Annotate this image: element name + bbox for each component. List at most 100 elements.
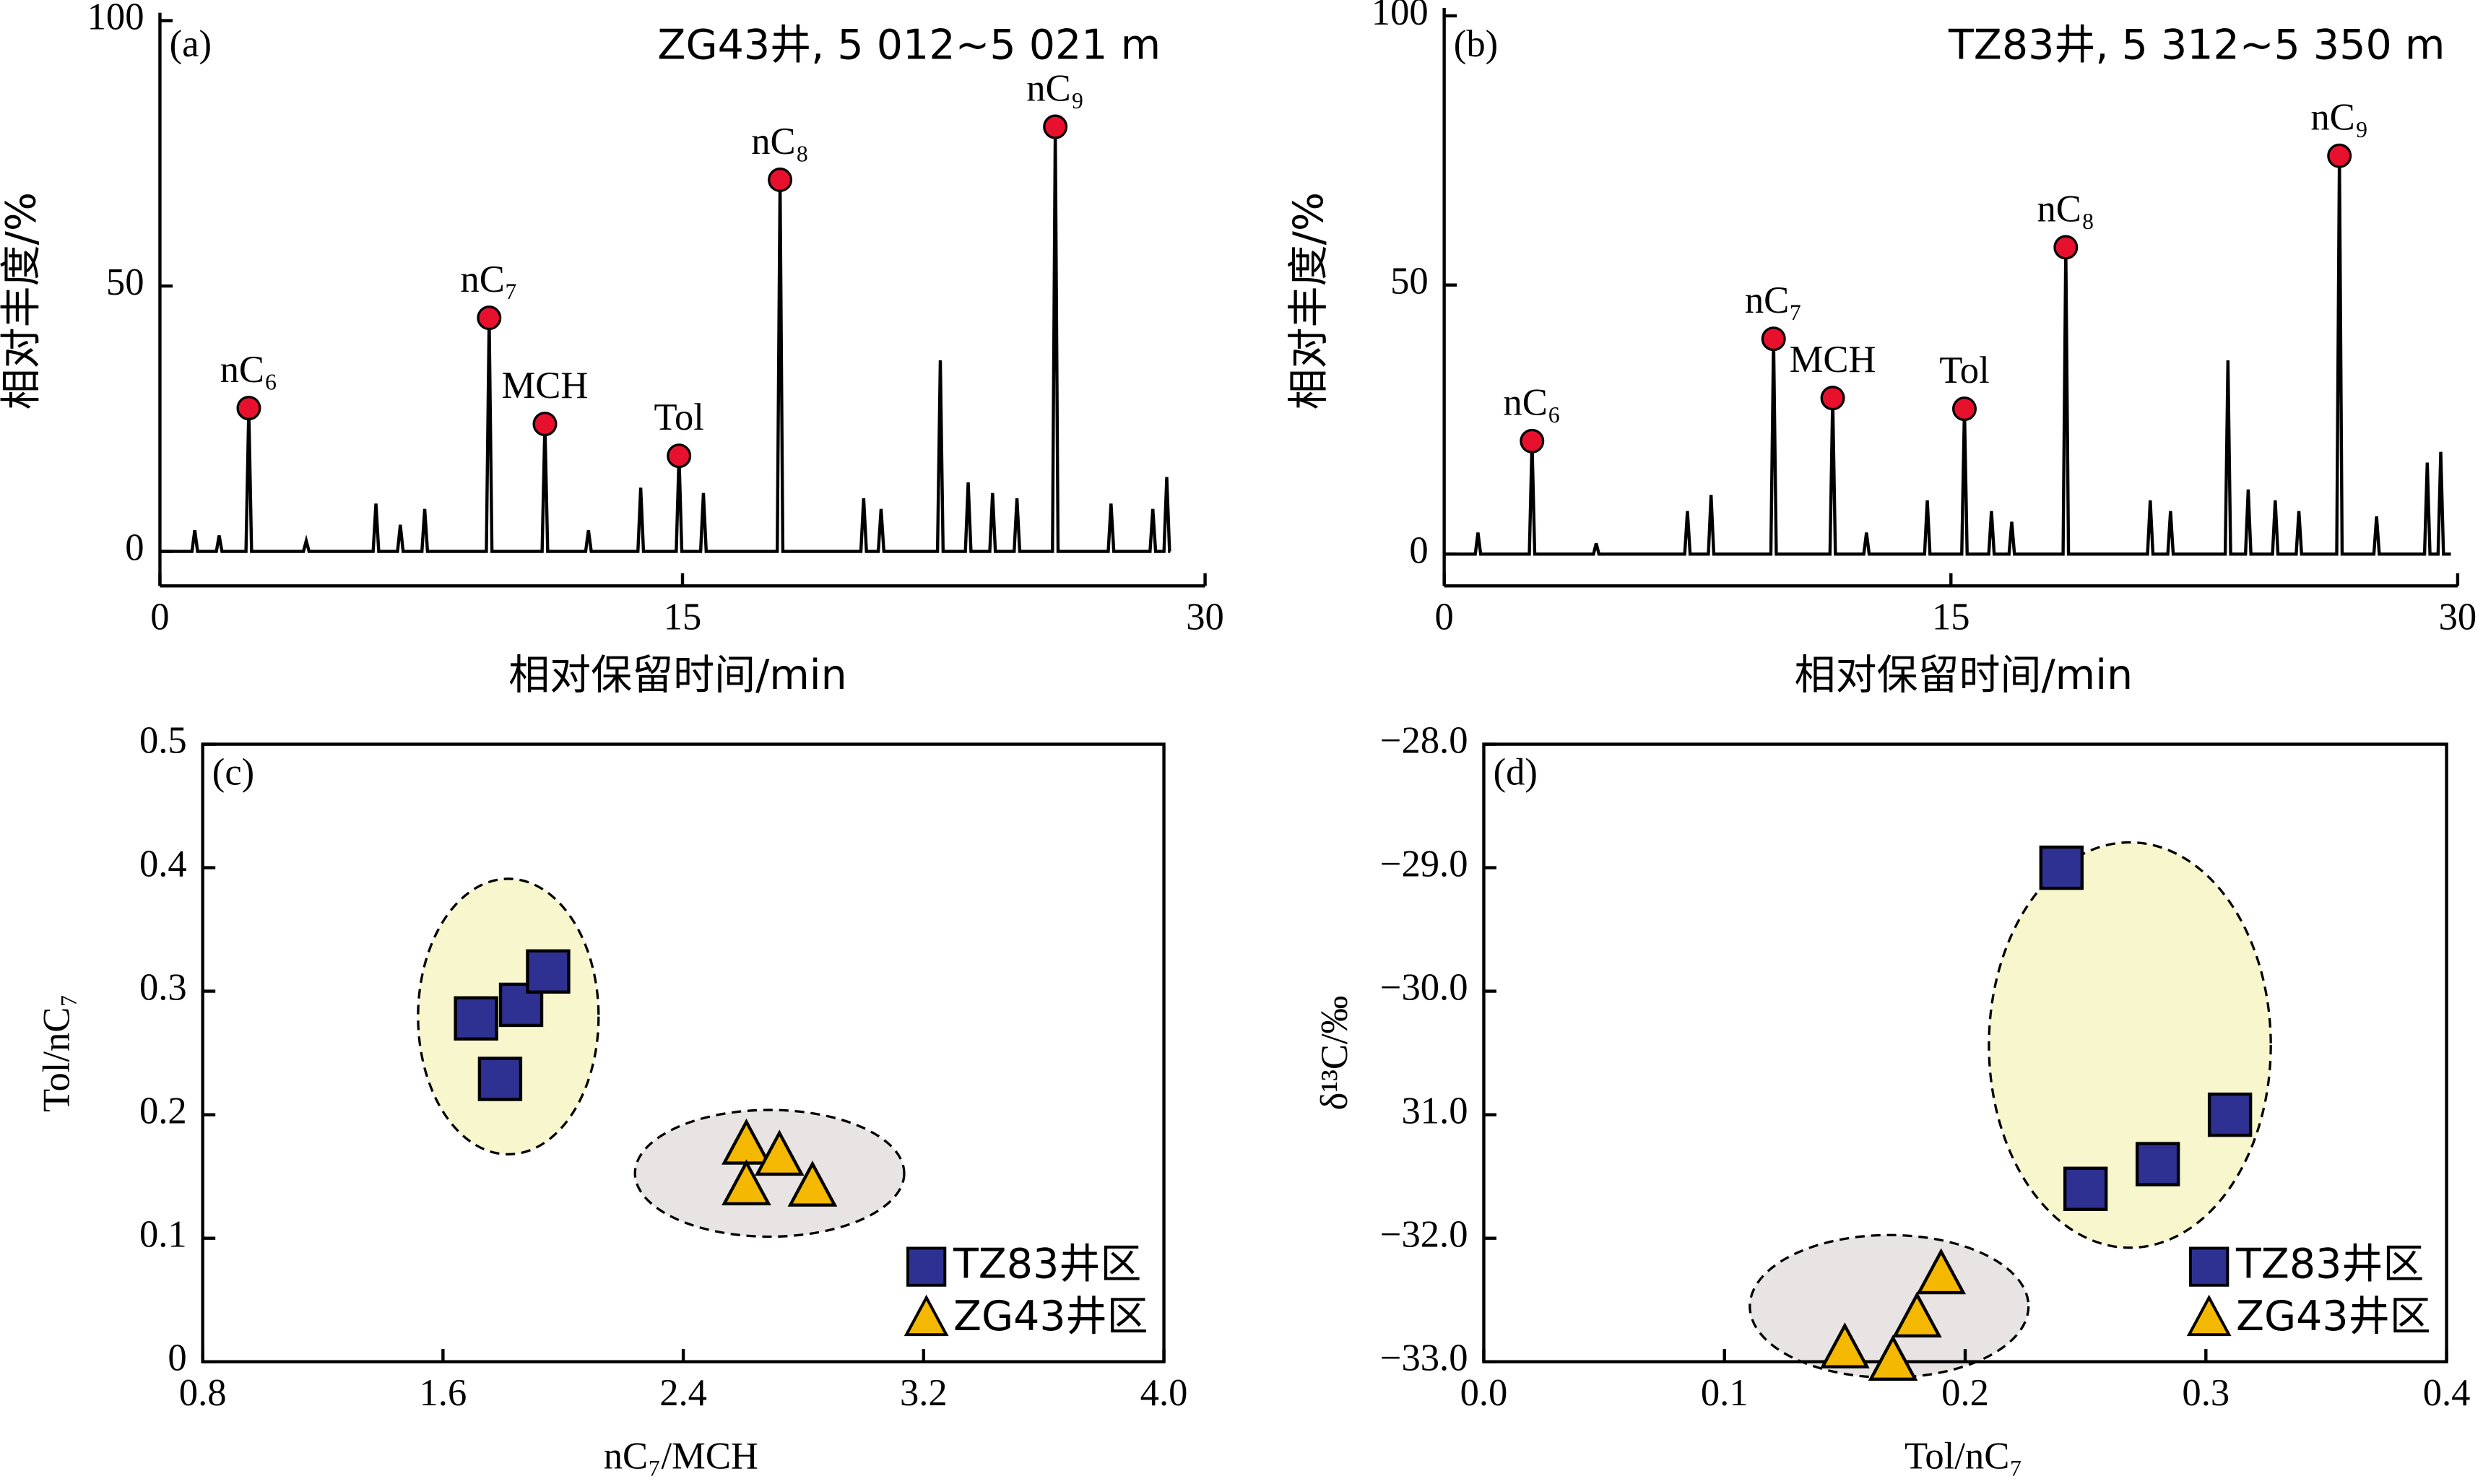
y-tick-label: 0.2: [139, 1090, 187, 1132]
legend-marker: [2189, 1246, 2230, 1287]
panel-label: (a): [170, 23, 212, 65]
y-tick-label: 50: [106, 261, 144, 303]
legend-label: TZ83井区: [2235, 1241, 2424, 1288]
panel-label: (c): [212, 751, 254, 793]
peak-marker: [532, 412, 558, 437]
triangle-marker: [722, 1159, 771, 1206]
chromatogram-trace: [1444, 155, 2451, 556]
x-tick-label: 0: [150, 596, 169, 638]
x-tick-label: 0.8: [179, 1372, 227, 1414]
panel-label: (b): [1454, 23, 1498, 65]
peak-marker: [2053, 235, 2079, 260]
chart-title: ZG43井, 5 012~5 021 m: [657, 21, 1161, 69]
square-marker: [2063, 1166, 2108, 1211]
peak-marker: [1761, 326, 1786, 352]
peak-label: MCH: [502, 365, 589, 407]
legend-label: TZ83井区: [953, 1241, 1141, 1288]
y-tick-label: −30.0: [1380, 967, 1468, 1009]
square-marker: [2207, 1092, 2253, 1137]
y-axis-label: δ¹³C/‰: [1314, 996, 1356, 1111]
y-tick-label: 100: [1372, 0, 1429, 33]
peak-marker: [1820, 386, 1845, 411]
legend-marker: [906, 1246, 947, 1287]
peak-marker: [1952, 396, 1977, 422]
x-tick-label: 30: [2439, 596, 2477, 638]
peak-label: nC₆: [1503, 382, 1561, 424]
y-tick-label: 0.1: [139, 1214, 187, 1256]
chromatogram-trace: [160, 126, 1171, 553]
y-tick-label: −28.0: [1380, 720, 1468, 762]
x-axis-label: Tol/nC₇: [1904, 1436, 2023, 1478]
triangle-marker: [1916, 1248, 1967, 1295]
peak-label: nC₈: [751, 121, 809, 162]
y-tick-label: 0.5: [139, 720, 187, 762]
peak-label: nC₈: [2037, 188, 2094, 230]
square-marker: [2039, 845, 2084, 890]
y-tick-label: 50: [1390, 261, 1429, 303]
peak-label: nC₉: [1026, 67, 1084, 109]
x-tick-label: 0: [1434, 596, 1453, 638]
y-tick-label: −32.0: [1380, 1214, 1468, 1256]
x-axis-label: 相对保留时间/min: [508, 651, 847, 699]
panel-label: (d): [1494, 751, 1538, 793]
y-tick-label: −33.0: [1380, 1337, 1468, 1379]
x-tick-label: 0.0: [1460, 1372, 1508, 1414]
x-tick-label: 0.1: [1701, 1372, 1748, 1414]
y-tick-label: −29.0: [1380, 843, 1468, 885]
peak-label: nC₆: [220, 349, 278, 391]
peak-label: Tol: [1939, 350, 1989, 391]
peak-marker: [236, 396, 261, 421]
x-tick-label: 4.0: [1140, 1372, 1188, 1414]
peak-marker: [1043, 114, 1068, 139]
peak-marker: [667, 443, 692, 469]
peak-label: nC₇: [460, 259, 518, 300]
x-axis-label: nC₇/MCH: [604, 1436, 758, 1478]
x-tick-label: 30: [1186, 596, 1224, 638]
x-tick-label: 0.3: [2182, 1372, 2230, 1414]
square-marker: [454, 996, 498, 1041]
peak-marker: [1520, 428, 1545, 454]
legend-marker: [2186, 1294, 2232, 1337]
legend-label: ZG43井区: [953, 1293, 1148, 1340]
y-tick-label: 0: [125, 527, 144, 569]
y-tick-label: 100: [87, 0, 144, 38]
x-tick-label: 0.4: [2423, 1372, 2471, 1414]
y-tick-label: 0: [168, 1337, 186, 1379]
peak-label: nC₉: [2310, 97, 2368, 139]
triangle-marker: [754, 1129, 805, 1176]
y-tick-label: 0.4: [139, 843, 187, 885]
triangle-marker: [1868, 1335, 1918, 1381]
y-tick-label: 31.0: [1401, 1090, 1468, 1132]
peak-marker: [477, 305, 502, 331]
peak-marker: [2327, 143, 2352, 168]
x-tick-label: 1.6: [419, 1372, 467, 1414]
peak-label: nC₇: [1745, 279, 1803, 321]
triangle-marker: [1820, 1322, 1870, 1368]
peak-label: Tol: [654, 396, 703, 438]
square-marker: [477, 1056, 523, 1101]
peak-label: MCH: [1790, 339, 1876, 381]
legend-label: ZG43井区: [2236, 1293, 2431, 1340]
y-tick-label: 0: [1409, 529, 1428, 571]
x-tick-label: 15: [1932, 596, 1970, 638]
square-marker: [2135, 1142, 2180, 1186]
y-axis-label: Tol/nC₇: [35, 994, 77, 1112]
y-tick-label: 0.3: [139, 967, 187, 1009]
x-tick-label: 3.2: [900, 1372, 948, 1414]
triangle-marker: [787, 1160, 838, 1207]
legend-marker: [904, 1294, 949, 1337]
x-tick-label: 15: [664, 596, 702, 638]
x-tick-label: 0.2: [1941, 1372, 1989, 1414]
y-axis-label: 相对丰度/%: [0, 192, 46, 409]
group-ellipse: [1748, 1233, 2030, 1379]
group-ellipse: [1988, 841, 2272, 1249]
x-axis-label: 相对保留时间/min: [1794, 651, 2133, 699]
chart-title: TZ83井, 5 312~5 350 m: [1948, 21, 2445, 69]
y-axis-label: 相对丰度/%: [1285, 192, 1332, 409]
x-tick-label: 2.4: [659, 1372, 707, 1414]
triangle-marker: [1892, 1291, 1942, 1338]
peak-marker: [768, 168, 793, 193]
square-marker: [526, 949, 571, 994]
